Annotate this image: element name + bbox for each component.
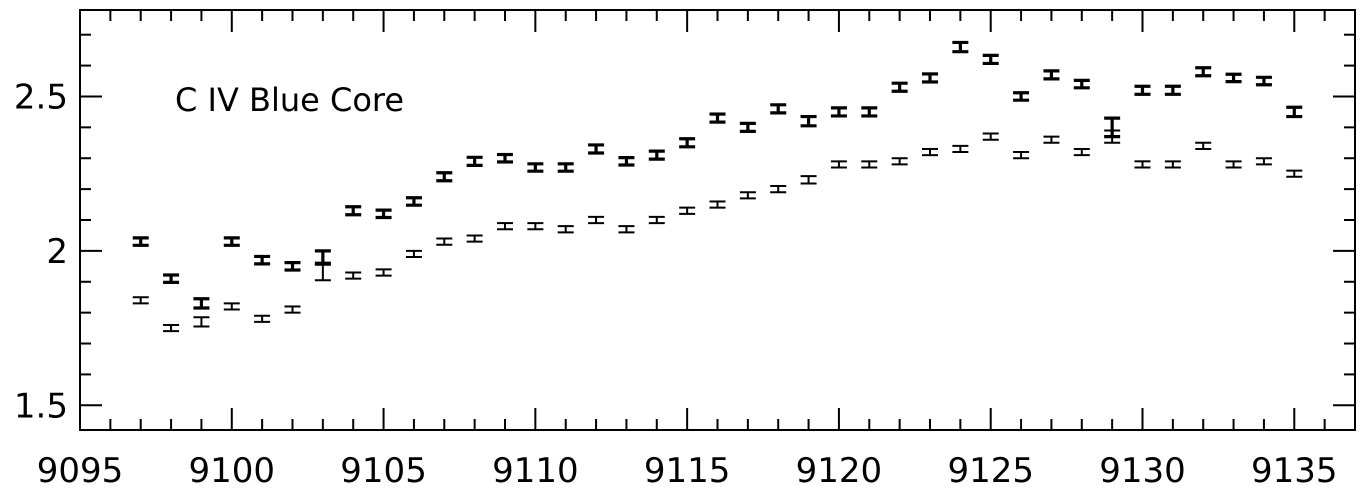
error-bar-bold bbox=[527, 162, 544, 173]
error-bar-bold bbox=[497, 152, 513, 164]
error-bar-thin bbox=[466, 234, 483, 243]
tick-labels: 9095 9100 9105 9110 9115 9120 9125 9130 9135 1.5 2… bbox=[14, 77, 1338, 491]
error-bar-thin bbox=[132, 296, 149, 305]
error-bar-bold bbox=[830, 106, 847, 118]
error-bar-thin bbox=[1043, 135, 1060, 144]
error-bar-thin bbox=[648, 215, 665, 225]
plot-frame bbox=[79, 9, 1356, 431]
error-bar-thin bbox=[163, 324, 180, 333]
axis-ticks bbox=[79, 10, 1356, 430]
chart-annotation: C IV Blue Core bbox=[175, 81, 404, 119]
error-bar-bold bbox=[922, 72, 938, 84]
error-bar-bold bbox=[952, 40, 969, 54]
y-tick-label: 1.5 bbox=[14, 386, 68, 426]
error-bar-thin bbox=[709, 200, 726, 209]
error-bar-bold bbox=[891, 81, 908, 93]
error-bar-thin bbox=[1134, 160, 1151, 169]
error-bar-bold bbox=[861, 106, 878, 118]
error-bar-thin bbox=[952, 144, 969, 154]
x-tick-label: 9100 bbox=[189, 451, 276, 491]
error-bar-thin bbox=[1104, 129, 1121, 144]
x-tick-label: 9110 bbox=[492, 451, 579, 491]
error-bar-thin bbox=[679, 206, 696, 215]
error-bar-thin bbox=[284, 305, 301, 314]
error-bar-bold bbox=[1286, 105, 1303, 119]
x-tick-label: 9095 bbox=[37, 451, 124, 491]
error-bar-bold bbox=[557, 162, 574, 173]
error-bar-thin bbox=[1073, 147, 1090, 157]
error-bar-bold bbox=[132, 236, 149, 247]
error-bar-bold bbox=[375, 208, 392, 220]
error-bar-thin bbox=[1255, 157, 1272, 166]
x-tick-label: 9120 bbox=[796, 451, 883, 491]
error-bar-bold bbox=[1073, 78, 1090, 90]
data-marks bbox=[132, 40, 1303, 333]
error-bar-bold bbox=[588, 143, 605, 155]
x-tick-label: 9115 bbox=[644, 451, 731, 491]
error-bar-thin bbox=[405, 249, 422, 259]
error-bar-bold bbox=[709, 112, 726, 124]
error-bar-thin bbox=[375, 268, 392, 277]
error-bar-bold bbox=[1013, 91, 1030, 102]
error-bar-bold bbox=[618, 156, 635, 167]
error-bar-bold bbox=[770, 103, 787, 115]
x-tick-label: 9135 bbox=[1251, 451, 1338, 491]
error-bar-bold bbox=[648, 149, 665, 161]
error-bar-thin bbox=[436, 237, 453, 246]
error-bar-thin bbox=[193, 316, 210, 328]
error-bar-thin bbox=[922, 147, 938, 157]
error-bar-bold bbox=[223, 236, 240, 247]
error-bar-thin bbox=[891, 157, 908, 166]
error-bar-thin bbox=[588, 215, 605, 225]
error-bar-bold bbox=[345, 205, 362, 217]
error-bar-bold bbox=[436, 171, 453, 183]
error-bar-bold bbox=[1134, 84, 1151, 96]
error-bar-bold bbox=[800, 114, 817, 128]
error-bar-bold bbox=[466, 155, 483, 167]
error-bar-bold bbox=[1255, 75, 1272, 87]
error-bar-bold bbox=[163, 273, 180, 284]
error-bar-bold bbox=[405, 196, 422, 207]
error-bar-thin bbox=[982, 132, 999, 141]
error-bar-thin bbox=[1286, 169, 1303, 178]
error-bar-thin bbox=[557, 225, 574, 234]
error-bar-thin bbox=[1195, 141, 1212, 150]
error-bar-thin bbox=[739, 191, 756, 200]
x-tick-label: 9105 bbox=[340, 451, 427, 491]
error-bar-thin bbox=[345, 271, 362, 280]
error-bar-thin bbox=[1225, 160, 1242, 169]
error-bar-thin bbox=[618, 225, 635, 234]
error-bar-bold bbox=[739, 121, 756, 133]
x-tick-label: 9125 bbox=[947, 451, 1034, 491]
x-tick-label: 9130 bbox=[1099, 451, 1186, 491]
error-bar-thin bbox=[497, 222, 513, 231]
y-tick-label: 2.5 bbox=[14, 77, 68, 117]
error-bar-bold bbox=[1225, 72, 1242, 84]
error-bar-bold bbox=[254, 254, 271, 266]
error-bar-bold bbox=[1164, 84, 1181, 96]
error-bar-thin bbox=[1013, 151, 1030, 160]
error-bar-thin bbox=[527, 222, 544, 231]
error-bar-thin bbox=[830, 160, 847, 169]
error-bar-bold bbox=[284, 261, 301, 272]
error-bar-thin bbox=[223, 302, 240, 311]
error-bar-bold bbox=[193, 297, 210, 310]
error-bar-thin bbox=[861, 160, 878, 169]
error-bar-bold bbox=[314, 249, 331, 265]
error-bar-bold bbox=[1195, 66, 1212, 78]
error-bar-thin bbox=[770, 185, 787, 194]
error-bar-thin bbox=[1164, 160, 1181, 169]
y-tick-label: 2 bbox=[46, 232, 68, 272]
error-bar-thin bbox=[800, 175, 817, 185]
error-bar-thin bbox=[254, 314, 271, 323]
error-bar-thin bbox=[314, 263, 331, 282]
error-bar-bold bbox=[982, 53, 999, 66]
error-bar-bold bbox=[679, 137, 696, 149]
error-bar-bold bbox=[1043, 69, 1060, 81]
